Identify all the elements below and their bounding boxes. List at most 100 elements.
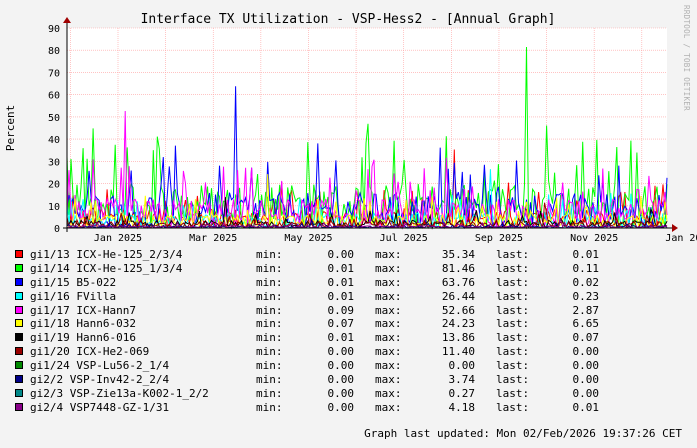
legend-series-name: gi1/19 Hann6-016 [30,331,136,345]
legend-min-value: 0.09 [327,303,355,317]
legend-max-label: max: [375,303,402,317]
legend-swatch [15,263,23,272]
legend-max-label: max: [375,289,402,303]
x-tick-label: Jan 2026 [665,233,697,244]
legend-last-value: 0.07 [572,331,600,345]
x-tick-label: Sep 2025 [475,233,523,244]
legend-min-value: 0.07 [327,317,355,331]
legend-last-label: last: [496,248,530,261]
legend-min-label: min: [256,331,283,345]
legend-series-name: gi1/24 VSP-Lu56-2_1/4 [30,359,170,373]
x-tick-label: Nov 2025 [570,233,618,244]
legend-max-label: max: [375,345,402,359]
legend-last-value: 0.00 [572,386,600,400]
legend-max-value: 0.00 [448,359,476,373]
legend-swatch [15,375,23,384]
legend-max-value: 81.46 [441,261,475,275]
legend-min-value: 0.01 [327,261,355,275]
legend-item: gi1/20 ICX-He2-069 min: 0.00 max: 11.40 last:… [15,345,615,359]
x-tick-label: Jan 2025 [94,233,142,244]
legend-last-value: 6.65 [572,317,600,331]
legend-item: gi1/15 B5-022 min: 0.01 max: 63.76 last: 0.02 [15,276,615,290]
legend-last-label: last: [496,386,530,400]
x-tick-label: May 2025 [284,233,332,244]
y-tick-label: 40 [48,135,60,146]
legend-series-name: gi2/2 VSP-Inv42-2_2/4 [30,373,170,387]
legend-min-value: 0.00 [327,345,355,359]
legend-min-value: 0.00 [327,373,355,387]
legend-last-value: 0.11 [572,261,600,275]
legend-min-label: min: [256,261,283,275]
legend-last-value: 0.00 [572,373,600,387]
legend-max-label: max: [375,275,402,289]
y-tick-label: 60 [48,91,60,102]
legend-max-label: max: [375,386,402,400]
legend-last-label: last: [496,289,530,303]
legend-swatch [15,305,23,314]
y-tick-label: 20 [48,180,60,191]
y-tick-label: 30 [48,157,60,168]
legend-min-label: min: [256,248,283,261]
legend-min-label: min: [256,373,283,387]
chart-title: Interface TX Utilization - VSP-Hess2 - [… [141,12,556,27]
legend-series-name: gi1/20 ICX-He2-069 [30,345,150,359]
legend-max-label: max: [375,373,402,387]
legend-min-value: 0.00 [327,400,355,414]
series-line-5 [66,174,668,230]
legend-swatch [15,291,23,300]
legend-swatch [15,361,23,370]
legend-max-label: max: [375,331,402,345]
legend-last-label: last: [496,400,530,414]
legend-series-name: gi1/13 ICX-He-125_2/3/4 [30,248,183,261]
legend-last-label: last: [496,359,530,373]
legend-last-value: 0.00 [572,359,600,373]
legend-item: gi2/4 VSP7448-GZ-1/31 min: 0.00 max: 4.18 las… [15,401,615,415]
legend-last-value: 2.87 [572,303,600,317]
legend-item: gi1/24 VSP-Lu56-2_1/4 min: 0.00 max: 0.00 las… [15,359,615,373]
legend-max-value: 35.34 [441,248,475,261]
legend-series-name: gi1/18 Hann6-032 [30,317,136,331]
legend-last-label: last: [496,275,530,289]
legend-max-value: 0.27 [448,386,476,400]
legend-swatch [15,277,23,286]
legend-max-value: 11.40 [441,345,475,359]
x-tick-label: Jul 2025 [380,233,428,244]
legend-series-name: gi1/16 FVilla [30,289,117,303]
legend-min-value: 0.01 [327,275,355,289]
legend-max-value: 4.18 [448,400,476,414]
legend-last-value: 0.00 [572,345,600,359]
legend-series-name: gi1/14 ICX-He-125_1/3/4 [30,261,183,275]
x-tick-label: Mar 2025 [189,233,237,244]
legend-last-value: 0.01 [572,248,600,261]
legend-swatch [15,333,23,342]
legend-last-value: 0.02 [572,275,600,289]
legend-min-label: min: [256,289,283,303]
legend-max-label: max: [375,400,402,414]
legend-series-name: gi2/4 VSP7448-GZ-1/31 [30,400,170,414]
legend: gi1/13 ICX-He-125_2/3/4 min: 0.00 max: 35.34… [15,248,615,415]
legend-last-label: last: [496,331,530,345]
legend-item: gi1/19 Hann6-016 min: 0.01 max: 13.86 last: 0.… [15,331,615,345]
legend-max-value: 52.66 [441,303,475,317]
legend-last-value: 0.23 [572,289,600,303]
legend-swatch [15,250,23,258]
legend-swatch [15,402,23,411]
last-updated-text: Graph last updated: Mon 02/Feb/2026 19:3… [364,427,682,440]
legend-max-label: max: [375,261,402,275]
legend-min-label: min: [256,317,283,331]
legend-series-name: gi1/17 ICX-Hann7 [30,303,136,317]
legend-item: gi2/2 VSP-Inv42-2_2/4 min: 0.00 max: 3.74 las… [15,373,615,387]
y-tick-label: 0 [54,224,60,235]
legend-min-value: 0.00 [327,386,355,400]
legend-item: gi1/18 Hann6-032 min: 0.07 max: 24.23 last: 6.… [15,317,615,331]
legend-last-label: last: [496,345,530,359]
legend-max-value: 26.44 [441,289,475,303]
legend-min-label: min: [256,275,283,289]
legend-last-label: last: [496,261,530,275]
legend-min-value: 0.00 [327,359,355,373]
y-tick-label: 90 [48,24,60,35]
legend-max-label: max: [375,359,402,373]
legend-min-label: min: [256,345,283,359]
legend-swatch [15,347,23,356]
